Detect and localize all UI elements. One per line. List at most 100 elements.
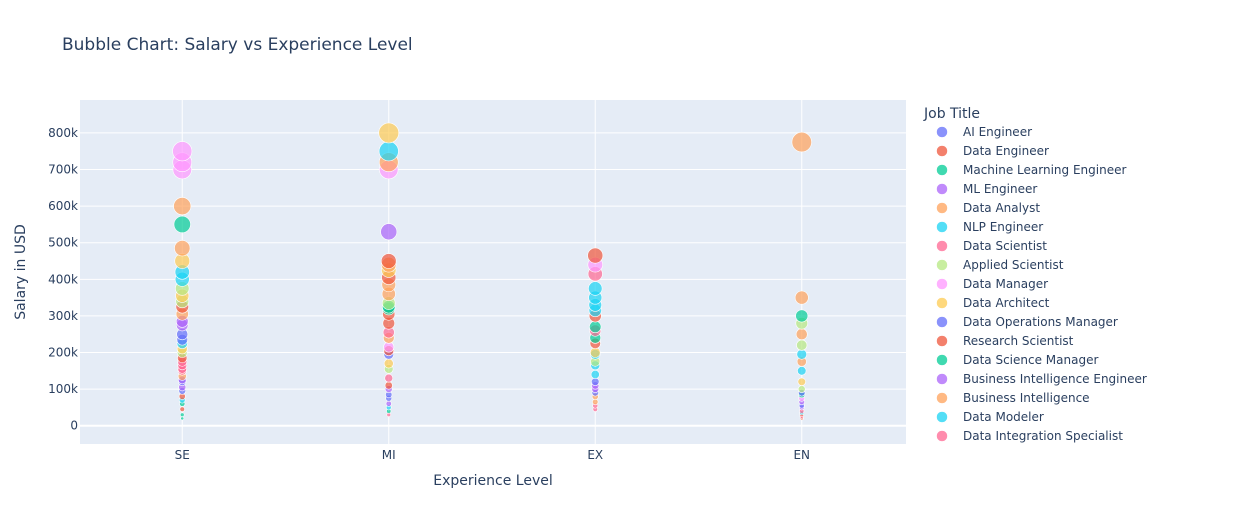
bubble-point[interactable] [174, 240, 191, 257]
legend-label: Business Intelligence [963, 391, 1090, 405]
legend-item[interactable]: AI Engineer [936, 125, 1033, 139]
x-tick-label: SE [175, 448, 190, 462]
legend-marker [936, 297, 948, 309]
legend-item[interactable]: Data Integration Specialist [936, 429, 1124, 443]
legend-label: Data Science Manager [963, 353, 1098, 367]
bubble-point[interactable] [378, 122, 400, 144]
legend-marker [936, 278, 948, 290]
legend-marker [936, 240, 948, 252]
bubble-point[interactable] [588, 281, 603, 296]
legend-label: Applied Scientist [963, 258, 1064, 272]
bubble-point[interactable] [180, 416, 185, 421]
bubble-point[interactable] [794, 290, 809, 305]
bubble-point[interactable] [796, 339, 808, 351]
bubble-point[interactable] [797, 377, 806, 386]
legend: Job Title AI Engineer Data Engineer Machin… [923, 106, 1147, 443]
bubble-point[interactable] [589, 347, 601, 358]
bubble-point[interactable] [795, 309, 809, 323]
bubble-point[interactable] [797, 366, 807, 376]
legend-item[interactable]: Machine Learning Engineer [936, 163, 1127, 177]
bubble-point[interactable] [384, 381, 393, 390]
legend-label: Data Analyst [963, 201, 1040, 215]
legend-item[interactable]: Data Manager [936, 277, 1049, 291]
legend-label: Data Engineer [963, 144, 1049, 158]
legend-item[interactable]: Business Intelligence Engineer [936, 372, 1147, 386]
legend-marker [936, 145, 948, 157]
chart-title: Bubble Chart: Salary vs Experience Level [62, 35, 413, 55]
legend-item[interactable]: Research Scientist [936, 334, 1074, 348]
y-tick-label: 100k [48, 382, 78, 396]
bubble-point[interactable] [173, 197, 192, 216]
data-points [172, 122, 812, 421]
legend-marker [936, 259, 948, 271]
y-tick-label: 400k [48, 272, 78, 286]
legend-title: Job Title [923, 106, 980, 122]
legend-item[interactable]: Applied Scientist [936, 258, 1064, 272]
y-tick-label: 800k [48, 126, 78, 140]
bubble-point[interactable] [791, 131, 812, 153]
x-axis-title: Experience Level [433, 473, 552, 489]
legend-item[interactable]: ML Engineer [936, 182, 1038, 196]
bubble-point[interactable] [385, 400, 392, 407]
bubble-point[interactable] [587, 247, 604, 264]
legend-label: Data Modeler [963, 410, 1044, 424]
bubble-point[interactable] [172, 141, 193, 162]
legend-label: Data Architect [963, 296, 1050, 310]
legend-label: NLP Engineer [963, 220, 1043, 234]
legend-marker [936, 316, 948, 328]
y-axis-title: Salary in USD [13, 224, 29, 320]
legend-marker [936, 202, 948, 214]
bubble-point[interactable] [180, 412, 185, 417]
plot-area [80, 100, 906, 444]
bubble-point[interactable] [384, 373, 394, 383]
y-tick-label: 200k [48, 346, 78, 360]
y-axis-ticks: 0 100k 200k 300k 400k 500k 600k 700k 800k [48, 126, 78, 433]
bubble-point[interactable] [592, 398, 599, 406]
legend-marker [936, 126, 948, 138]
legend-marker [936, 164, 948, 176]
bubble-point[interactable] [179, 406, 185, 412]
bubble-point[interactable] [590, 369, 600, 379]
legend-label: Research Scientist [963, 334, 1074, 348]
bubble-point[interactable] [795, 328, 808, 341]
legend-marker [936, 411, 948, 423]
bubble-point[interactable] [380, 223, 398, 241]
legend-label: Data Manager [963, 277, 1048, 291]
legend-item[interactable]: Data Analyst [936, 201, 1041, 215]
legend-item[interactable]: NLP Engineer [936, 220, 1044, 234]
legend-marker [936, 354, 948, 366]
legend-item[interactable]: Business Intelligence [936, 391, 1090, 405]
legend-label: Data Integration Specialist [963, 429, 1123, 443]
legend-item[interactable]: Data Architect [936, 296, 1050, 310]
legend-item[interactable]: Data Engineer [936, 144, 1049, 158]
legend-item[interactable]: Data Scientist [936, 239, 1048, 253]
legend-marker [936, 430, 948, 442]
y-tick-label: 600k [48, 199, 78, 213]
legend-label: Data Scientist [963, 239, 1047, 253]
y-tick-label: 300k [48, 309, 78, 323]
legend-item[interactable]: Data Modeler [936, 410, 1044, 424]
legend-item[interactable]: Data Science Manager [936, 353, 1099, 367]
legend-marker [936, 392, 948, 404]
legend-label: Business Intelligence Engineer [963, 372, 1147, 386]
bubble-point[interactable] [591, 377, 600, 386]
bubble-point[interactable] [796, 349, 807, 360]
bubble-point[interactable] [797, 385, 806, 393]
y-tick-label: 700k [48, 163, 78, 177]
bubble-point[interactable] [589, 320, 602, 334]
x-tick-label: EX [587, 448, 603, 462]
legend-label: Data Operations Manager [963, 315, 1118, 329]
legend-marker [936, 221, 948, 233]
bubble-point[interactable] [173, 215, 191, 234]
x-axis-ticks: SE MI EX EN [175, 448, 810, 462]
bubble-point[interactable] [380, 253, 397, 269]
bubble-point[interactable] [383, 358, 394, 369]
legend-label: AI Engineer [963, 125, 1032, 139]
y-tick-label: 500k [48, 236, 78, 250]
bubble-point[interactable] [378, 141, 399, 162]
legend-marker [936, 183, 948, 195]
legend-item[interactable]: Data Operations Manager [936, 315, 1118, 329]
legend-marker [936, 373, 948, 385]
legend-label: Machine Learning Engineer [963, 163, 1126, 177]
